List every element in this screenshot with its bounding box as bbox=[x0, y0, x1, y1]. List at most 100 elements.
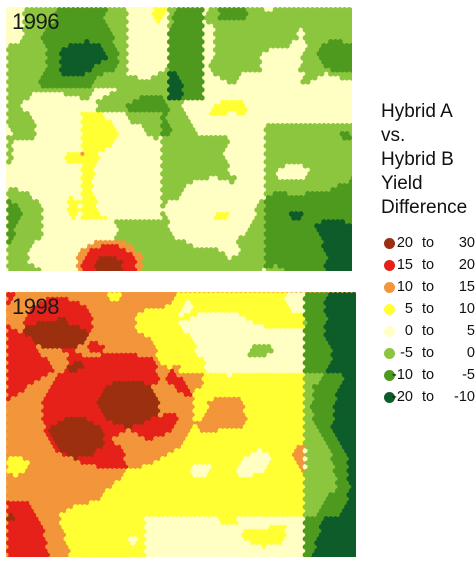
yield-point bbox=[321, 163, 327, 169]
yield-point bbox=[279, 227, 286, 233]
yield-point bbox=[42, 263, 49, 269]
yield-point bbox=[307, 35, 313, 41]
yield-point bbox=[254, 135, 260, 141]
yield-point bbox=[351, 31, 352, 36]
yield-point bbox=[302, 187, 309, 193]
yield-point bbox=[238, 11, 244, 17]
yield-point bbox=[229, 267, 235, 271]
yield-point bbox=[180, 183, 187, 189]
yield-point bbox=[12, 75, 19, 81]
yield-point bbox=[49, 123, 56, 129]
yield-point bbox=[143, 31, 150, 37]
yield-point bbox=[302, 67, 309, 73]
yield-point bbox=[155, 187, 161, 193]
yield-point bbox=[114, 27, 120, 33]
yield-point bbox=[130, 87, 136, 93]
yield-point bbox=[229, 27, 235, 33]
yield-point bbox=[311, 267, 318, 271]
yield-point bbox=[330, 51, 336, 57]
yield-point bbox=[235, 231, 242, 237]
yield-point bbox=[187, 211, 194, 217]
yield-point bbox=[10, 31, 17, 37]
yield-point bbox=[300, 175, 306, 181]
yield-point bbox=[217, 159, 224, 165]
yield-point bbox=[210, 59, 217, 65]
yield-point bbox=[95, 171, 102, 177]
yield-point bbox=[196, 155, 203, 161]
yield-point bbox=[240, 255, 247, 261]
yield-point bbox=[224, 267, 230, 271]
yield-point bbox=[208, 255, 214, 261]
yield-point bbox=[201, 75, 207, 81]
yield-point bbox=[346, 79, 352, 85]
yield-point bbox=[185, 87, 191, 93]
yield-point bbox=[61, 111, 67, 117]
yield-point bbox=[56, 143, 63, 149]
yield-point bbox=[293, 91, 299, 97]
yield-point bbox=[45, 203, 51, 209]
yield-point bbox=[215, 123, 221, 129]
yield-point bbox=[323, 231, 329, 237]
yield-point bbox=[256, 155, 263, 161]
yield-point bbox=[35, 219, 42, 225]
yield-point bbox=[157, 95, 164, 101]
yield-point bbox=[84, 95, 90, 101]
yield-point bbox=[210, 211, 217, 217]
yield-point bbox=[222, 239, 228, 245]
yield-point bbox=[235, 135, 242, 141]
yield-point bbox=[176, 95, 182, 101]
yield-point bbox=[224, 139, 230, 145]
yield-point bbox=[132, 155, 138, 161]
yield-point bbox=[141, 27, 148, 33]
yield-point bbox=[77, 19, 83, 25]
yield-point bbox=[337, 103, 343, 109]
yield-point bbox=[268, 63, 274, 69]
yield-point bbox=[275, 115, 281, 121]
yield-point bbox=[68, 211, 74, 217]
yield-point bbox=[24, 79, 30, 85]
yield-point bbox=[97, 263, 104, 269]
yield-point bbox=[58, 67, 65, 73]
yield-point bbox=[247, 147, 253, 153]
yield-point bbox=[281, 135, 288, 141]
yield-point bbox=[118, 171, 125, 177]
yield-point bbox=[84, 215, 90, 221]
yield-point bbox=[160, 227, 166, 233]
yield-point bbox=[203, 111, 210, 117]
yield-point bbox=[22, 243, 28, 249]
yield-point bbox=[153, 239, 159, 245]
yield-point bbox=[258, 183, 265, 189]
yield-point bbox=[233, 219, 240, 225]
yield-point bbox=[263, 175, 270, 181]
yield-point bbox=[245, 135, 251, 141]
yield-point bbox=[176, 63, 182, 69]
yield-point bbox=[31, 259, 37, 265]
yield-point bbox=[240, 15, 247, 21]
yield-point bbox=[109, 203, 115, 209]
yield-point bbox=[150, 91, 157, 97]
yield-point bbox=[171, 103, 178, 109]
yield-point bbox=[116, 247, 122, 253]
yield-point bbox=[56, 87, 63, 93]
yield-point bbox=[100, 155, 106, 161]
yield-point bbox=[309, 63, 316, 69]
yield-point bbox=[155, 107, 161, 113]
yield-point bbox=[148, 135, 155, 141]
yield-point bbox=[233, 267, 240, 271]
yield-point bbox=[185, 239, 191, 245]
yield-point bbox=[169, 155, 175, 161]
yield-point bbox=[199, 15, 205, 21]
yield-point bbox=[291, 151, 297, 157]
yield-point bbox=[224, 251, 230, 257]
yield-point bbox=[93, 23, 99, 29]
yield-point bbox=[247, 59, 253, 65]
yield-point bbox=[15, 47, 21, 53]
yield-point bbox=[72, 43, 79, 49]
yield-point bbox=[229, 83, 235, 89]
yield-point bbox=[309, 55, 316, 61]
yield-point bbox=[42, 223, 49, 229]
yield-point bbox=[300, 111, 306, 117]
yield-point bbox=[302, 83, 309, 89]
yield-point bbox=[268, 55, 274, 61]
yield-point bbox=[199, 239, 205, 245]
